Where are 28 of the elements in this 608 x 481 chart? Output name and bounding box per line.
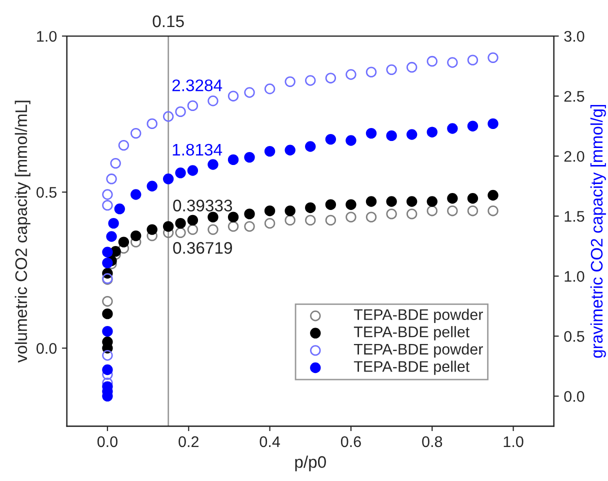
- y2-tick-label: 2.0: [564, 150, 584, 162]
- y-tick-label: 0.5: [36, 186, 57, 198]
- x-tick-label: 0.8: [422, 436, 442, 448]
- ref-line-label: 0.15: [152, 15, 184, 28]
- legend-label: TEPA-BDE pellet: [354, 326, 470, 340]
- y2-tick-label: 0.5: [564, 331, 584, 342]
- x-tick-label: 0.6: [340, 436, 361, 448]
- y2-tick-label: 1.5: [564, 211, 584, 222]
- x-tick-label: 0.4: [260, 436, 280, 448]
- y2-tick-label: 3.0: [564, 30, 584, 42]
- legend-label: TEPA-BDE powder: [354, 308, 483, 324]
- legend-label: TEPA-BDE pellet: [354, 360, 470, 375]
- x-tick-label: 0.2: [178, 436, 198, 448]
- y-axis-title: volumetric CO2 capacity [mmol/mL]: [14, 100, 30, 363]
- y2-tick-label: 0.0: [564, 391, 584, 402]
- legend-label: TEPA-BDE powder: [354, 343, 483, 358]
- x-tick-label: 1.0: [504, 436, 524, 448]
- annotation: 0.36719: [173, 242, 232, 254]
- y-tick-label: 1.0: [37, 30, 57, 42]
- y2-tick-label: 1.0: [564, 271, 584, 282]
- x-tick-label: 0.0: [97, 436, 118, 448]
- x-axis-title: p/p0: [295, 456, 326, 472]
- y-tick-label: 0.0: [36, 343, 57, 354]
- annotation: 1.8134: [172, 144, 222, 156]
- annotation: 0.39333: [173, 200, 232, 212]
- annotation: 2.3284: [172, 79, 222, 92]
- y2-tick-label: 2.5: [564, 90, 584, 102]
- y2-axis-title: gravimetric CO2 capacity [mmol/g]: [590, 104, 606, 358]
